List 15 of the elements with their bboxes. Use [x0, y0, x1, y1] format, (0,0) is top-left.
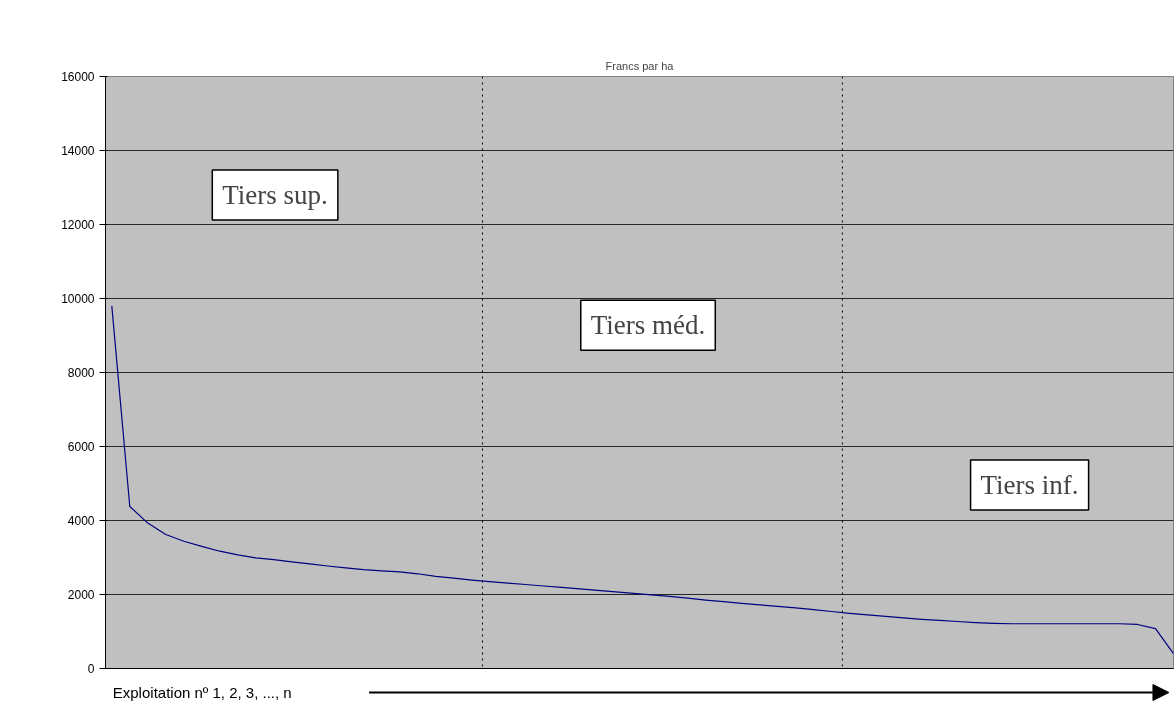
annotation: Tiers méd.	[590, 310, 706, 341]
y-tick-label: 16000	[61, 70, 95, 84]
y-tick-label: 4000	[67, 514, 95, 528]
chart-title: Francs par ha	[605, 59, 675, 72]
annotation: Tiers sup.	[222, 179, 328, 210]
x-axis-title: Exploitation nº 1, 2, 3, ..., n	[112, 684, 292, 701]
line-series	[111, 305, 1174, 655]
y-tick-label: 12000	[61, 218, 95, 232]
y-tick-label: 0	[87, 662, 95, 676]
y-tick-label: 10000	[61, 292, 95, 306]
y-tick-label: 14000	[61, 144, 95, 158]
annotation: Tiers inf.	[980, 469, 1079, 500]
y-tick-label: 6000	[67, 440, 95, 454]
y-tick-label: 8000	[67, 366, 95, 380]
y-tick-label: 2000	[67, 588, 95, 602]
